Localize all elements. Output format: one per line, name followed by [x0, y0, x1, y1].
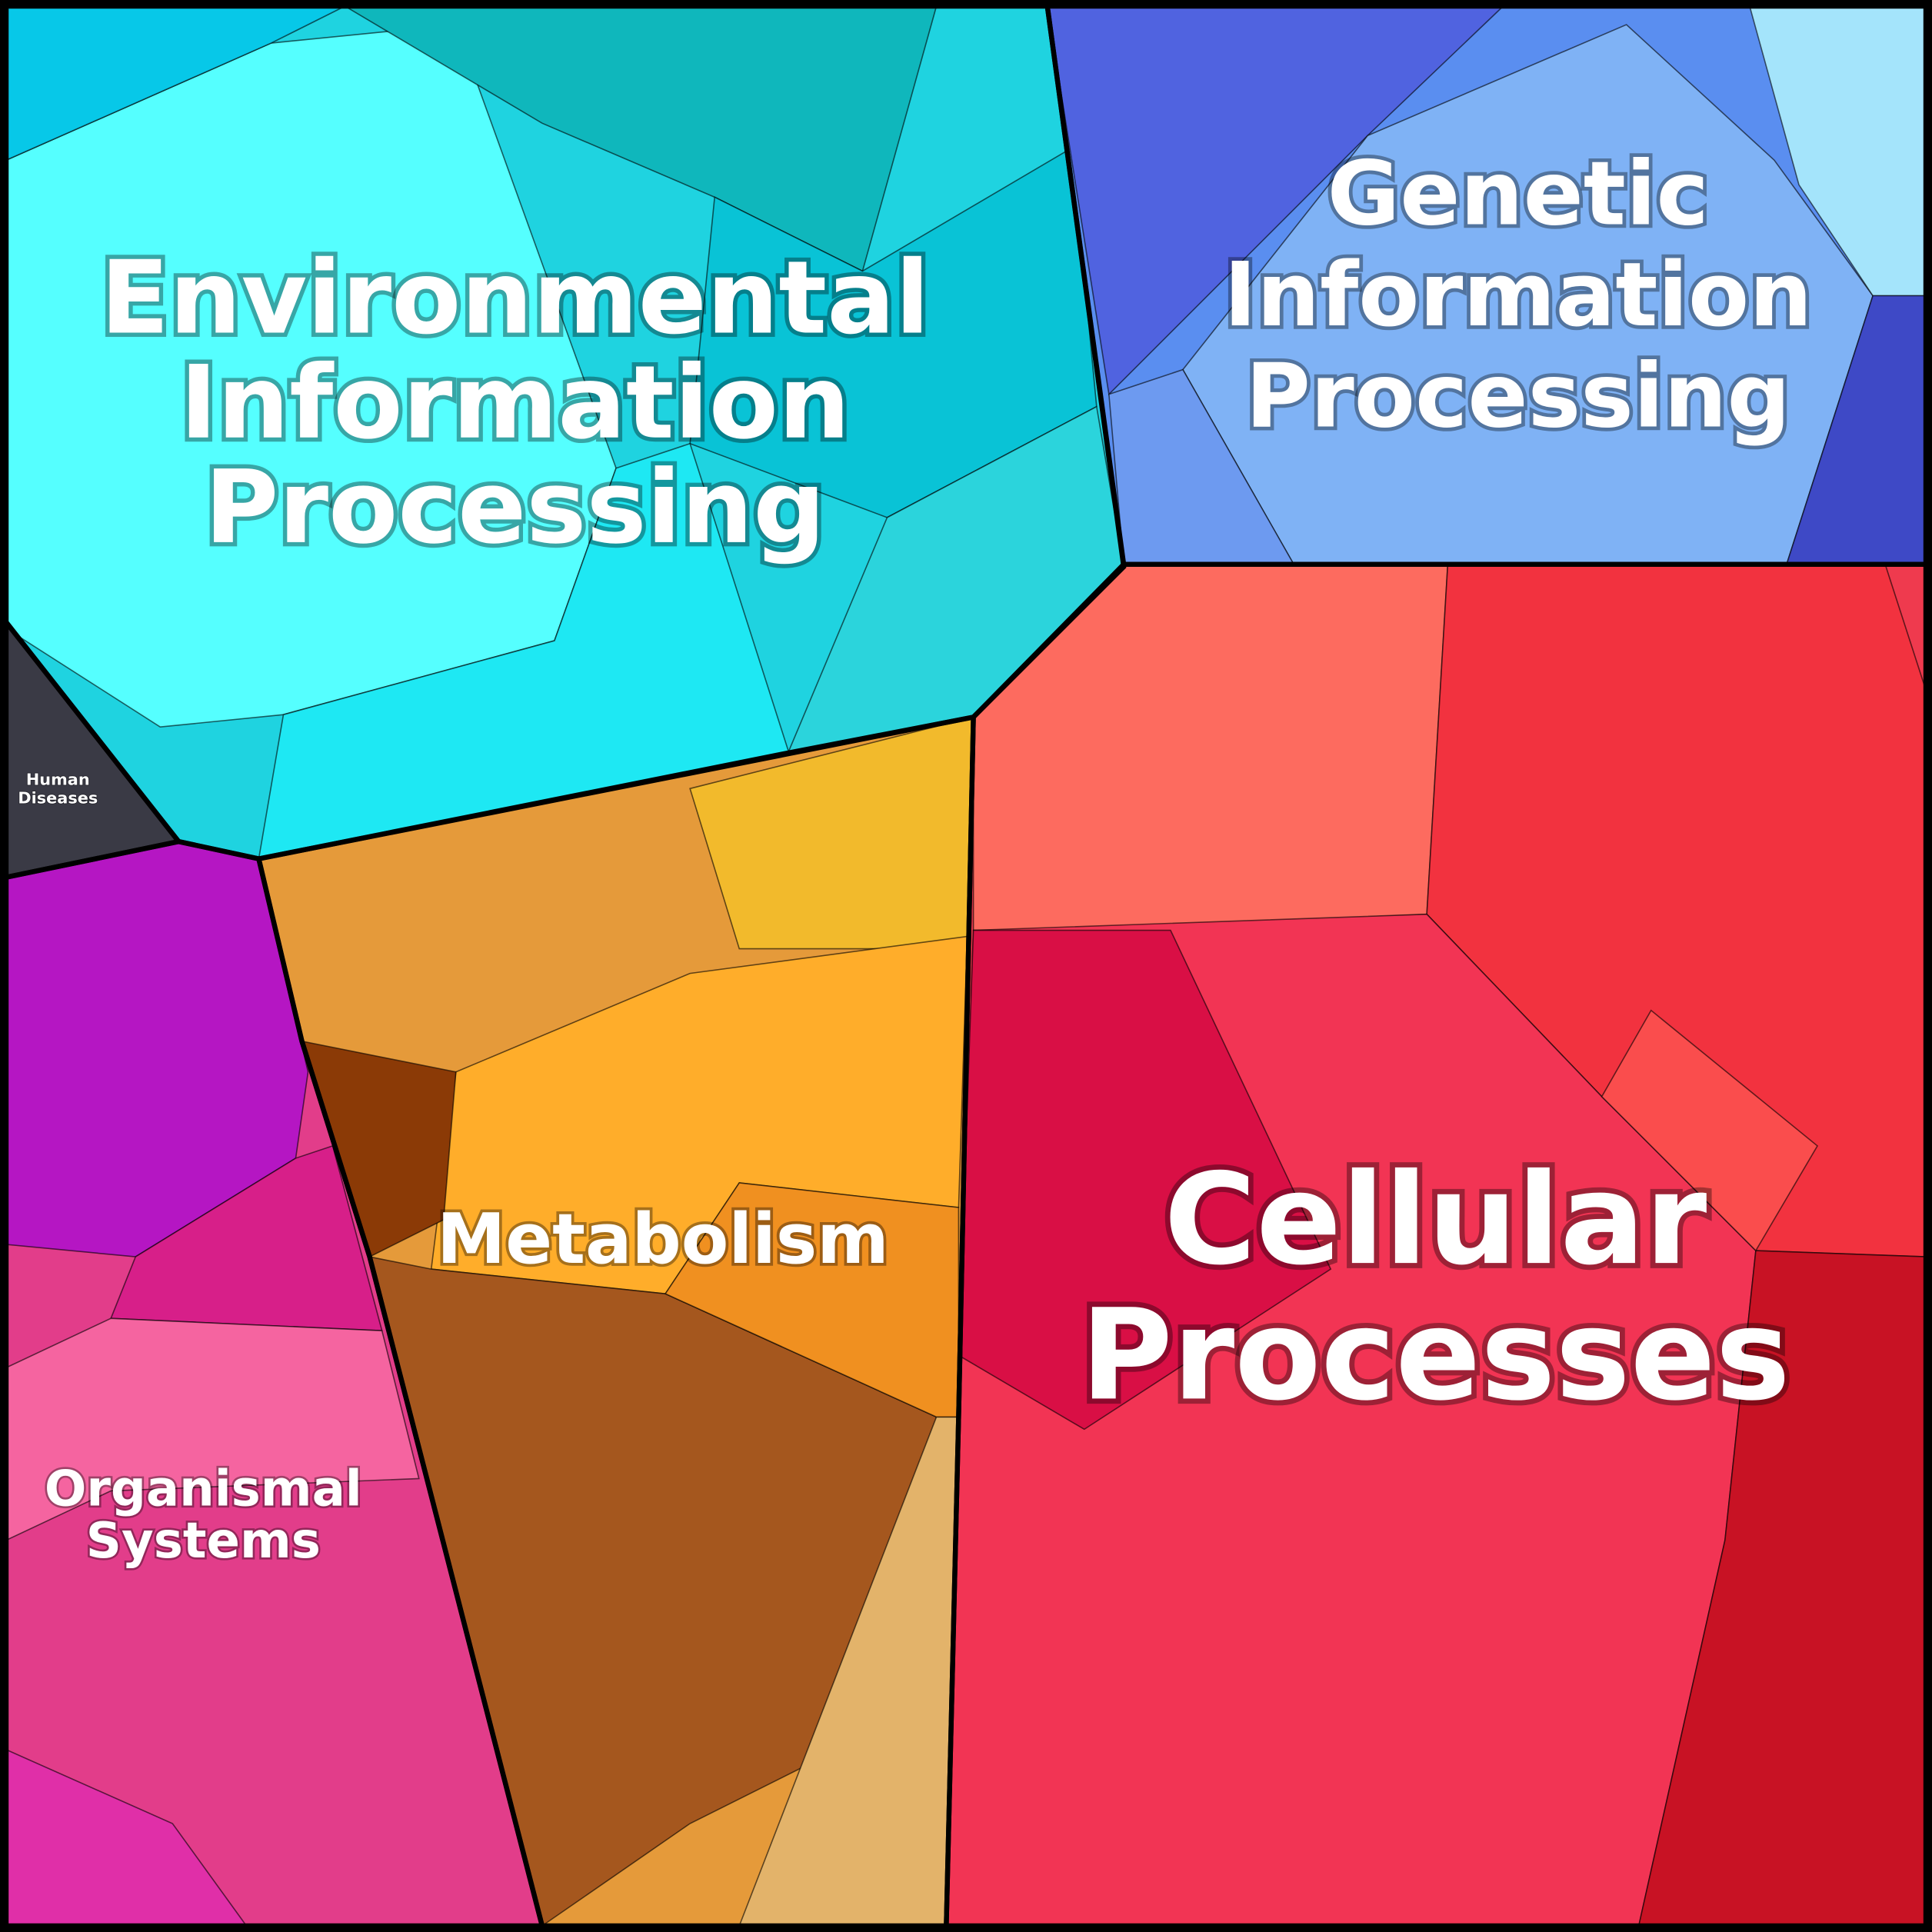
region-label: Environmental — [100, 239, 929, 357]
region-label: Organismal — [45, 1461, 362, 1518]
region-label: Information — [1224, 244, 1812, 347]
region-label: Human — [26, 771, 90, 789]
region-label: Processing — [1245, 345, 1790, 448]
cellular-region — [945, 563, 1927, 1927]
environmental-region — [5, 5, 1124, 860]
region-label: Processing — [205, 448, 825, 566]
genetic-region — [1046, 5, 1927, 565]
region-label: Systems — [86, 1513, 321, 1570]
region-label: Metabolism — [437, 1200, 889, 1280]
region-label: Cellular — [1164, 1146, 1707, 1293]
region-label: Information — [180, 344, 851, 461]
labels: EnvironmentalInformationProcessingGeneti… — [17, 139, 1816, 1572]
region-label: Processes — [1081, 1281, 1790, 1428]
region-label: Genetic — [1327, 143, 1709, 246]
metabolism-region — [258, 716, 974, 1927]
organismal-region — [5, 841, 543, 1927]
region-label: Diseases — [18, 789, 98, 808]
